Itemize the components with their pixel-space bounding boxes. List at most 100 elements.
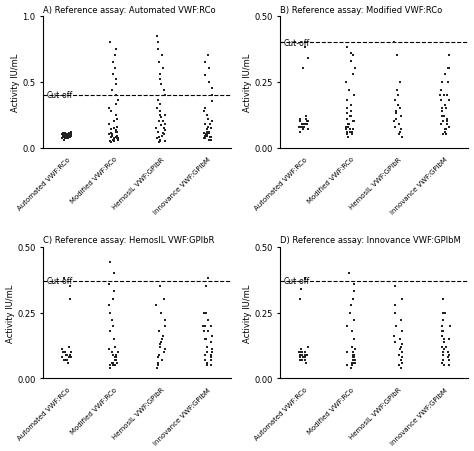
Point	[66, 354, 74, 361]
Point	[66, 296, 73, 303]
Point	[153, 105, 161, 112]
Point	[154, 129, 162, 136]
Point	[438, 359, 446, 367]
Point	[207, 134, 214, 141]
Point	[441, 129, 449, 136]
Point	[344, 121, 352, 128]
Point	[109, 59, 117, 66]
Point	[67, 133, 75, 140]
Point	[111, 66, 119, 73]
Point	[296, 118, 303, 125]
Point	[109, 137, 117, 144]
Point	[304, 351, 311, 359]
Point	[207, 137, 215, 144]
Point	[344, 362, 351, 369]
Point	[160, 349, 168, 356]
Point	[107, 130, 115, 138]
Point	[61, 349, 69, 356]
Point	[155, 351, 163, 359]
Point	[441, 102, 448, 110]
Point	[157, 71, 164, 78]
Point	[153, 135, 161, 143]
Point	[111, 354, 118, 361]
Point	[60, 134, 67, 141]
Point	[439, 296, 447, 303]
Point	[113, 357, 120, 364]
Point	[443, 132, 450, 139]
Point	[158, 338, 165, 345]
Point	[295, 349, 303, 356]
Point	[351, 346, 358, 353]
Point	[60, 133, 67, 140]
Point	[343, 105, 351, 112]
Point	[445, 124, 453, 131]
Point	[301, 354, 308, 361]
Point	[444, 92, 451, 99]
Point	[303, 121, 310, 128]
Point	[155, 59, 162, 66]
Point	[208, 134, 215, 141]
Point	[445, 349, 452, 356]
Point	[441, 126, 449, 133]
Point	[207, 351, 215, 359]
Point	[209, 349, 216, 356]
Point	[201, 72, 209, 79]
Point	[392, 322, 400, 330]
Point	[112, 129, 119, 136]
Point	[112, 134, 119, 141]
Point	[112, 76, 119, 83]
Point	[352, 359, 359, 367]
Point	[110, 125, 118, 132]
Point	[344, 362, 351, 369]
Point	[156, 101, 164, 109]
Point	[111, 357, 118, 364]
Point	[445, 97, 453, 105]
Point	[301, 121, 309, 128]
Point	[344, 124, 352, 131]
Point	[438, 87, 445, 94]
Point	[112, 128, 120, 135]
Point	[201, 135, 209, 143]
Point	[61, 134, 68, 141]
Point	[295, 124, 303, 131]
Point	[59, 135, 66, 143]
Point	[440, 317, 447, 324]
Point	[153, 125, 160, 132]
Point	[66, 354, 73, 361]
Point	[397, 317, 404, 324]
Point	[302, 359, 310, 367]
Point	[350, 351, 358, 359]
Point	[202, 283, 210, 290]
Point	[349, 126, 356, 133]
Point	[348, 344, 356, 351]
Point	[298, 121, 306, 128]
Point	[111, 53, 118, 60]
Point	[208, 125, 215, 132]
Point	[110, 270, 118, 277]
Point	[393, 87, 401, 94]
Point	[343, 79, 350, 86]
Point	[345, 87, 353, 94]
Text: A) Reference assay: Automated VWF:RCo: A) Reference assay: Automated VWF:RCo	[43, 5, 216, 14]
Point	[113, 135, 121, 143]
Point	[296, 118, 304, 125]
Point	[61, 134, 69, 141]
Point	[155, 359, 162, 367]
Point	[204, 124, 212, 131]
Point	[109, 296, 117, 303]
Point	[208, 333, 216, 340]
Point	[156, 137, 164, 144]
Point	[343, 45, 350, 52]
Point	[397, 126, 405, 133]
Point	[352, 357, 359, 364]
Point	[343, 116, 351, 123]
Point	[301, 275, 309, 282]
Point	[63, 134, 70, 141]
Point	[59, 349, 66, 356]
Point	[159, 66, 167, 73]
Point	[391, 301, 399, 308]
Point	[67, 129, 74, 136]
Point	[113, 359, 121, 367]
Point	[443, 116, 451, 123]
Point	[445, 357, 453, 364]
